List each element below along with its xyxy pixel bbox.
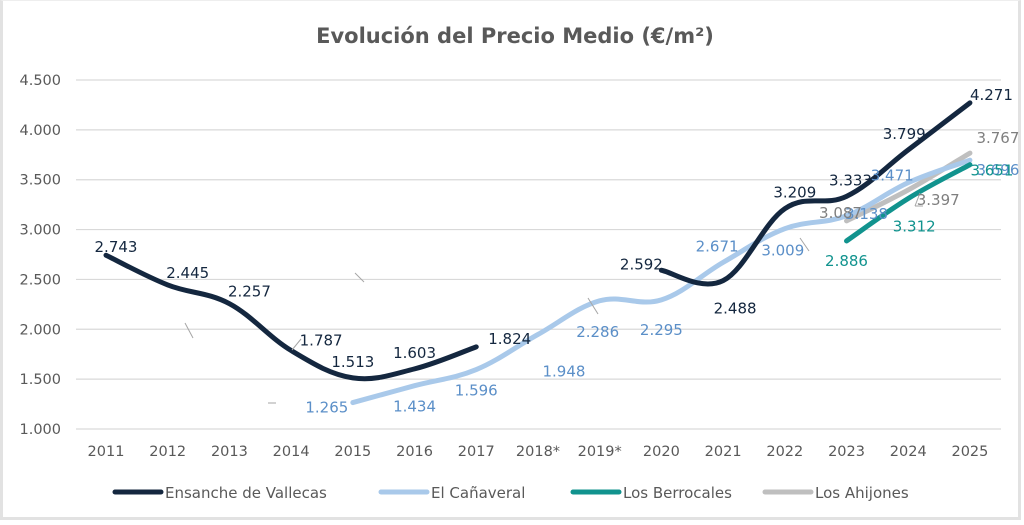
legend: Ensanche de Vallecas El Cañaveral Los Berr…: [112, 484, 909, 502]
legend-item-el-canaveral[interactable]: El Cañaveral: [378, 484, 525, 502]
legend-item-los-berrocales[interactable]: Los Berrocales: [570, 484, 732, 502]
leader-line: [914, 192, 921, 207]
x-tick-label: 2013: [211, 444, 248, 460]
x-tick-label: 2019*: [578, 444, 622, 460]
x-axis-ticks: 2011 2012 2013 2014 2015 2016 2017 2018* 2019* 20…: [88, 444, 989, 460]
x-tick-label: 2015: [334, 444, 371, 460]
x-tick-label: 2018*: [516, 444, 560, 460]
data-label-el-canaveral: 3.138: [845, 205, 888, 223]
data-label-ensanche-de-vallecas: 3.799: [883, 125, 926, 143]
y-tick-label: 1.000: [19, 422, 61, 438]
series-line-los-ahijones: [844, 150, 973, 224]
legend-label: El Cañaveral: [431, 484, 525, 502]
x-tick-label: 2023: [828, 444, 865, 460]
data-label-el-canaveral: 2.295: [640, 321, 683, 339]
x-tick-label: 2014: [273, 444, 310, 460]
y-tick-label: 3.000: [19, 223, 61, 239]
data-label-los-ahijones: 3.397: [917, 191, 960, 209]
x-tick-label: 2024: [890, 444, 927, 460]
gridlines: [76, 79, 1001, 430]
x-tick-label: 2017: [458, 444, 495, 460]
series-line-ensanche-de-vallecas: [658, 100, 973, 287]
x-tick-label: 2011: [88, 444, 125, 460]
y-tick-label: 4.500: [19, 73, 61, 89]
data-label-el-canaveral: 3.009: [761, 242, 804, 260]
data-label-ensanche-de-vallecas: 1.513: [331, 353, 374, 371]
data-label-ensanche-de-vallecas: 2.257: [228, 283, 271, 301]
leader-line: [587, 297, 599, 315]
data-label-los-berrocales: 3.312: [893, 217, 936, 235]
y-tick-label: 2.000: [19, 322, 61, 338]
data-label-ensanche-de-vallecas: 2.445: [166, 264, 209, 282]
x-tick-label: 2020: [643, 444, 680, 460]
data-label-el-canaveral: 1.596: [455, 382, 498, 400]
x-tick-label: 2022: [766, 444, 803, 460]
series-lines: [103, 100, 973, 406]
data-label-ensanche-de-vallecas: 2.488: [714, 300, 757, 318]
x-tick-label: 2016: [396, 444, 433, 460]
leader-line: [354, 272, 365, 283]
leader-line: [291, 338, 302, 351]
data-label-el-canaveral: 1.434: [393, 398, 436, 416]
y-tick-label: 1.500: [19, 372, 61, 388]
chart-title: Evolución del Precio Medio (€/m²): [316, 24, 714, 48]
data-label-ensanche-de-vallecas: 2.743: [95, 238, 138, 256]
legend-item-los-ahijones[interactable]: Los Ahijones: [762, 484, 909, 502]
data-label-ensanche-de-vallecas: 3.209: [773, 184, 816, 202]
series-line-ensanche-de-vallecas: [103, 252, 479, 382]
line-chart: Evolución del Precio Medio (€/m²) 1.0001…: [19, 24, 1020, 502]
x-tick-label: 2012: [149, 444, 186, 460]
y-axis-ticks: 1.000 1.500 2.000 2.500 3.000 3.500 4.000 4.500: [19, 73, 61, 438]
leader-line: [184, 322, 194, 339]
data-label-el-canaveral: 1.265: [305, 399, 348, 417]
legend-label: Los Ahijones: [815, 484, 909, 502]
legend-label: Ensanche de Vallecas: [165, 484, 327, 502]
series-line-los-berrocales: [844, 162, 973, 244]
y-tick-label: 3.500: [19, 173, 61, 189]
data-labels: 2.743 2.445 2.257 1.787 1.513 1.603 1.824 2.592…: [95, 86, 1020, 417]
leader-line: [799, 237, 810, 252]
data-label-el-canaveral: 3.471: [871, 167, 914, 185]
data-label-los-berrocales: 3.651: [970, 162, 1013, 180]
data-label-los-ahijones: 3.767: [976, 129, 1019, 147]
data-label-ensanche-de-vallecas: 1.824: [488, 330, 531, 348]
data-label-el-canaveral: 2.286: [576, 323, 619, 341]
data-label-los-ahijones: 3.087: [819, 204, 862, 222]
x-tick-label: 2021: [705, 444, 742, 460]
leader-lines: [184, 192, 923, 404]
data-label-ensanche-de-vallecas: 1.603: [393, 344, 436, 362]
data-label-ensanche-de-vallecas: 1.787: [300, 332, 343, 350]
data-label-el-canaveral: 3.696: [976, 161, 1019, 179]
data-label-ensanche-de-vallecas: 4.271: [970, 86, 1013, 104]
y-tick-label: 4.000: [19, 123, 61, 139]
series-line-el-canaveral: [350, 157, 973, 406]
legend-item-ensanche-de-vallecas[interactable]: Ensanche de Vallecas: [112, 484, 327, 502]
data-label-ensanche-de-vallecas: 3.333: [829, 171, 872, 189]
y-tick-label: 2.500: [19, 272, 61, 288]
data-label-el-canaveral: 2.671: [696, 237, 739, 255]
data-label-los-berrocales: 2.886: [825, 252, 868, 270]
data-label-ensanche-de-vallecas: 2.592: [620, 255, 663, 273]
legend-label: Los Berrocales: [623, 484, 732, 502]
x-tick-label: 2025: [951, 444, 988, 460]
data-label-el-canaveral: 1.948: [542, 362, 585, 380]
